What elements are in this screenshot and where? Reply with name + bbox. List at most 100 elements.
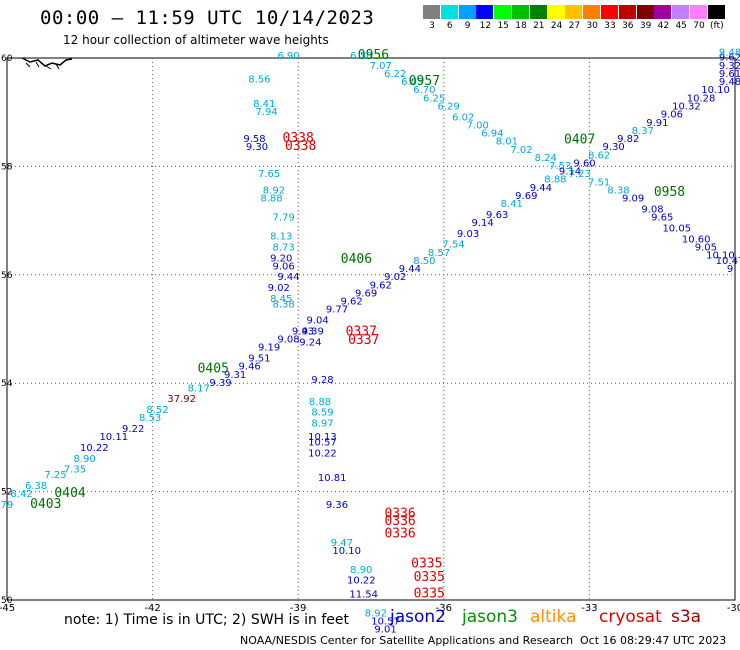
- swh-value: 9.48: [719, 77, 740, 88]
- scale-swatch: [654, 5, 672, 19]
- swh-value: 11.54: [349, 589, 378, 600]
- swh-value: 9.69: [515, 191, 537, 202]
- swh-value: 9.03: [457, 229, 479, 240]
- swh-value: 9: [727, 264, 733, 275]
- scale-label: 24: [550, 21, 563, 31]
- scale-swatch: [672, 5, 690, 19]
- swh-value: 9.91: [646, 118, 668, 129]
- swh-value: 7.54: [442, 240, 464, 251]
- pass-time-label: 0956: [358, 48, 389, 63]
- scale-swatch: [618, 5, 636, 19]
- swh-value: 9.14: [559, 167, 581, 178]
- swh-value: 8.13: [270, 232, 292, 243]
- swh-value: 6.38: [25, 481, 47, 492]
- scale-swatch: [690, 5, 707, 19]
- swh-value: 9.65: [651, 213, 673, 224]
- swh-value: 8.17: [188, 383, 210, 394]
- swh-value: 9.05: [695, 242, 717, 253]
- swh-value: 9.39: [209, 378, 231, 389]
- swh-value: 9.20: [270, 253, 292, 264]
- scale-swatch: [458, 5, 476, 19]
- scale-label: 15: [497, 21, 509, 31]
- swh-value: 7.51: [588, 177, 610, 188]
- map-frame: [6, 57, 736, 601]
- swh-value: 10.10: [701, 85, 730, 96]
- swh-value: 6.30: [350, 51, 372, 62]
- swh-value: 9.46: [239, 362, 261, 373]
- scale-swatch: [601, 5, 618, 19]
- note-text: note: 1) Time is in UTC; 2) SWH is in fe…: [64, 612, 350, 628]
- lat-tick-label: 50: [1, 596, 13, 606]
- satellite-s3a: s3a: [671, 607, 702, 627]
- swh-value: 9.43: [292, 326, 314, 337]
- swh-value: 7.07: [370, 61, 392, 72]
- scale-swatch: [423, 5, 440, 19]
- greenland-coast: [21, 57, 73, 67]
- swh-value: 8.45: [270, 294, 292, 305]
- swh-value: 9.06: [273, 261, 295, 272]
- scale-label: 30: [586, 21, 598, 31]
- scale-label: 45: [675, 21, 687, 31]
- scale-swatch: [583, 5, 601, 19]
- lat-tick-label: 60: [1, 54, 13, 64]
- axis-ticks: -45 -42 -39 -36 -33 -30 60 58 56 54 52 50: [0, 54, 740, 614]
- swh-value: 8.50: [413, 256, 435, 267]
- swh-value: 8.97: [311, 419, 333, 430]
- scale-label: 36: [622, 21, 634, 31]
- swh-value: 10.22: [347, 576, 376, 587]
- swh-value: 9.58: [243, 134, 265, 145]
- swh-value: 8.38: [273, 299, 295, 310]
- scale-label: 9: [464, 21, 471, 31]
- swh-value: 6.05: [401, 77, 423, 88]
- swh-value: 9.63: [486, 210, 508, 221]
- scale-swatch: [636, 5, 654, 19]
- swh-value: 9.30: [246, 142, 268, 153]
- swh-value: 6.02: [452, 112, 474, 123]
- swh-value: 9.14: [471, 218, 493, 229]
- pass-time-label: 0404: [54, 486, 85, 501]
- pass-time-label: 0338: [285, 139, 316, 154]
- swh-value: 7.23: [569, 169, 591, 180]
- pass-time-label: 0407: [564, 133, 595, 148]
- swh-value: 7.53: [549, 161, 571, 172]
- scale-label: 21: [533, 21, 545, 31]
- swh-value: 9.08: [277, 335, 299, 346]
- swh-value: 10.81: [318, 473, 347, 484]
- timestamp-text: Oct 16 08:29:47 UTC 2023: [580, 634, 727, 647]
- swh-value: 7.02: [510, 145, 532, 156]
- swh-value: 6.42: [10, 489, 32, 500]
- swh-value: 8.56: [248, 74, 270, 85]
- greenland-coast-detail: [25, 61, 60, 70]
- swh-value: 9.48: [719, 47, 740, 58]
- swh-value: 8.90: [74, 454, 96, 465]
- swh-value: 9.62: [719, 53, 740, 64]
- swh-value: 10.22: [308, 448, 337, 459]
- lat-tick-label: 56: [1, 271, 13, 281]
- pass-time-label: 0337: [348, 333, 379, 348]
- pass-time-label: 0335: [414, 570, 445, 585]
- swh-value: 7.94: [256, 107, 278, 118]
- swh-value: 8.88: [260, 194, 282, 205]
- swh-value: 10.05: [662, 223, 691, 234]
- pass-time-label: 0957: [409, 74, 440, 89]
- swh-value: 8.62: [588, 150, 610, 161]
- scale-label: (ft): [710, 21, 724, 31]
- swh-value: 9.39: [302, 326, 324, 337]
- scale-label: 42: [657, 21, 670, 31]
- swh-value: 10.13: [308, 432, 337, 443]
- swh-value: 9.44: [277, 272, 299, 283]
- swh-value: 8.73: [273, 242, 295, 253]
- pass-time-label: 0337: [346, 325, 377, 340]
- lat-tick-label: 58: [1, 162, 13, 172]
- scale-swatch: [565, 5, 583, 19]
- swh-value: 8.57: [428, 248, 450, 259]
- swh-value: 9.06: [661, 110, 683, 121]
- swh-value: 9.19: [258, 343, 280, 354]
- swh-value: 9.30: [603, 142, 625, 153]
- coastline: [21, 57, 73, 70]
- swh-value: 7.35: [64, 465, 86, 476]
- satellite-cryosat: cryosat: [599, 607, 662, 627]
- swh-value: 8.88: [544, 175, 566, 186]
- swh-value: 10.22: [80, 443, 109, 454]
